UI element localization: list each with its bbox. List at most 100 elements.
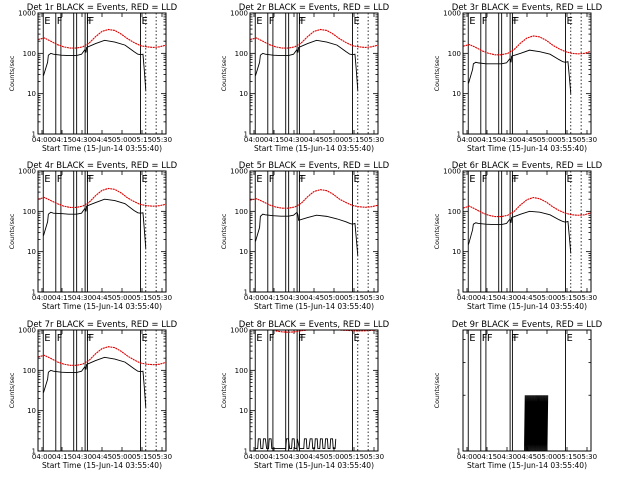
y-tick-label: 1000: [230, 168, 248, 176]
y-tick-label: 1000: [230, 327, 248, 335]
event-line-label: F: [513, 16, 519, 27]
chart-title: Det 7r BLACK = Events, RED = LLD: [27, 320, 178, 330]
plot-area: [250, 13, 378, 134]
y-tick-label: 10: [27, 407, 36, 415]
y-axis-label: Counts/sec: [433, 372, 441, 408]
x-axis-label: Start Time (15-Jun-14 03:55:40): [42, 461, 162, 470]
x-tick-label: 05:15: [132, 453, 152, 461]
chart-panel-9: Det 9r BLACK = Events, RED = LLD Counts/s…: [433, 320, 603, 470]
x-tick-label: 04:00: [32, 136, 52, 144]
event-line-label: E: [567, 174, 573, 185]
event-line-label: F: [513, 333, 519, 344]
event-line-label: E: [256, 174, 262, 185]
event-line-label: E: [567, 16, 573, 27]
x-tick-label: 05:15: [132, 294, 152, 302]
x-tick-label: 04:30: [72, 453, 92, 461]
x-tick-label: 04:45: [517, 136, 537, 144]
event-line-label: E: [142, 16, 148, 27]
x-tick-label: 04:00: [457, 294, 477, 302]
chart-title: Det 9r BLACK = Events, RED = LLD: [452, 320, 603, 330]
y-tick-label: 100: [448, 208, 461, 216]
y-tick-label: 1: [32, 289, 36, 297]
x-axis-label: Start Time (15-Jun-14 03:55:40): [254, 144, 374, 153]
y-tick-label: 100: [235, 208, 248, 216]
x-tick-label: 04:15: [52, 136, 72, 144]
y-tick-label: 1: [244, 289, 248, 297]
x-tick-label: 05:15: [557, 136, 577, 144]
y-tick-label: 10: [452, 90, 461, 98]
chart-title: Det 6r BLACK = Events, RED = LLD: [452, 161, 603, 171]
x-tick-label: 04:45: [517, 294, 537, 302]
x-tick-label: 05:30: [364, 294, 384, 302]
y-tick-label: 1: [457, 448, 461, 456]
event-line-label: F: [482, 333, 488, 344]
x-tick-label: 04:00: [244, 136, 264, 144]
x-tick-label: 04:15: [477, 294, 497, 302]
chart-title: Det 5r BLACK = Events, RED = LLD: [239, 161, 390, 171]
plot-frame: [37, 12, 167, 135]
event-line-label: F: [88, 16, 94, 27]
x-tick-label: 04:15: [52, 294, 72, 302]
events-series-line: [43, 356, 147, 408]
y-tick-label: 10: [239, 407, 248, 415]
y-axis-label: Counts/sec: [220, 213, 228, 249]
events-series-line: [255, 39, 359, 91]
y-tick-label: 1000: [18, 10, 36, 18]
x-tick-label: 05:15: [557, 453, 577, 461]
x-tick-label: 04:00: [457, 453, 477, 461]
y-tick-label: 1: [32, 448, 36, 456]
x-tick-label: 04:30: [284, 136, 304, 144]
x-tick-label: 05:00: [537, 294, 557, 302]
y-axis-label: Counts/sec: [8, 372, 16, 408]
x-tick-label: 04:45: [92, 136, 112, 144]
x-tick-label: 04:15: [477, 136, 497, 144]
x-tick-label: 05:30: [364, 136, 384, 144]
event-line-label: E: [354, 174, 360, 185]
x-tick-label: 05:00: [324, 294, 344, 302]
event-line-label: F: [482, 16, 488, 27]
x-tick-label: 05:00: [537, 453, 557, 461]
x-tick-label: 05:00: [112, 453, 132, 461]
y-tick-label: 1000: [443, 168, 461, 176]
chart-title: Det 3r BLACK = Events, RED = LLD: [452, 3, 603, 13]
x-tick-label: 05:30: [152, 136, 172, 144]
plot-area: [467, 330, 566, 451]
x-tick-label: 04:00: [244, 294, 264, 302]
event-line-label: E: [44, 16, 50, 27]
chart-panel-1: Det 1r BLACK = Events, RED = LLD Counts/s…: [8, 3, 178, 153]
y-axis-label: Counts/sec: [433, 55, 441, 91]
x-tick-label: 04:15: [477, 453, 497, 461]
event-line-label: E: [469, 16, 475, 27]
chart-panel-5: Det 5r BLACK = Events, RED = LLD Counts/s…: [220, 161, 390, 311]
x-axis-label: Start Time (15-Jun-14 03:55:40): [467, 461, 587, 470]
y-tick-label: 1000: [18, 327, 36, 335]
x-tick-label: 04:45: [517, 453, 537, 461]
y-axis-label: Counts/sec: [8, 55, 16, 91]
event-line-label: E: [469, 174, 475, 185]
y-axis-label: Counts/sec: [433, 213, 441, 249]
event-line-label: F: [482, 174, 488, 185]
chart-panel-8: Det 8r BLACK = Events, RED = LLD Counts/s…: [220, 320, 390, 470]
plot-frame: [37, 329, 167, 452]
x-tick-label: 05:15: [557, 294, 577, 302]
plot-frame: [462, 12, 592, 135]
plot-area: [254, 330, 378, 451]
x-tick-label: 05:15: [344, 294, 364, 302]
x-tick-label: 05:00: [324, 136, 344, 144]
lld-series-line: [463, 196, 591, 218]
event-line-label: F: [298, 174, 304, 185]
x-tick-label: 04:30: [284, 294, 304, 302]
event-line-label: F: [269, 174, 275, 185]
y-tick-label: 100: [235, 50, 248, 58]
x-tick-label: 05:15: [132, 136, 152, 144]
x-tick-label: 05:30: [577, 294, 597, 302]
events-series-line: [255, 211, 359, 256]
event-line-label: F: [511, 174, 517, 185]
event-line-label: F: [511, 16, 517, 27]
event-line-label: E: [354, 333, 360, 344]
chart-title: Det 4r BLACK = Events, RED = LLD: [27, 161, 178, 171]
y-tick-label: 1000: [443, 10, 461, 18]
y-tick-label: 1: [244, 448, 248, 456]
x-tick-label: 04:45: [304, 136, 324, 144]
